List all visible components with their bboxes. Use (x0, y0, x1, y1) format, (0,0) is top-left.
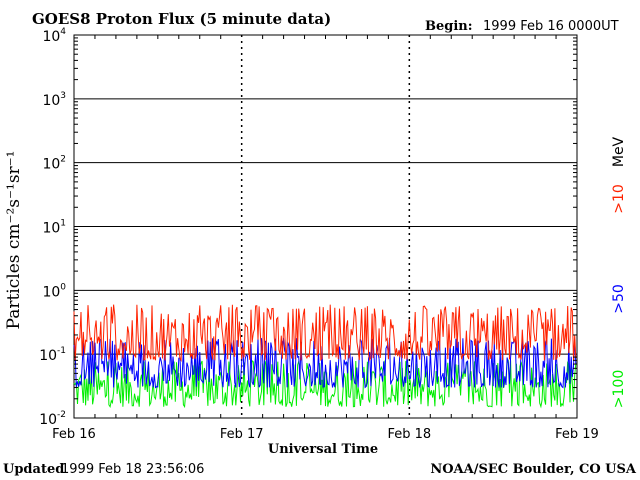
legend-series-2: >100 (611, 370, 627, 408)
x-tick-label: Feb 16 (52, 427, 96, 442)
y-tick-label: 10-1 (39, 346, 66, 364)
y-tick-label: 10-2 (39, 410, 66, 428)
updated-value: 1999 Feb 18 23:56:06 (61, 462, 204, 477)
x-tick-label: Feb 17 (220, 427, 264, 442)
x-axis-label: Universal Time (268, 442, 378, 457)
x-tick-label: Feb 19 (555, 427, 599, 442)
legend-unit-label: MeV (611, 136, 627, 167)
x-axis-ticks: Feb 16 Feb 17 Feb 18 Feb 19 (52, 35, 599, 442)
y-axis-ticks: 10-2 10-1 100 101 102 103 104 (39, 27, 577, 428)
y-axis-label: Particles cm⁻²s⁻¹sr⁻¹ (4, 151, 24, 330)
y-tick-label: 100 (42, 282, 66, 300)
credit-text: NOAA/SEC Boulder, CO USA (430, 462, 637, 477)
series-layer (73, 304, 577, 409)
chart-title: GOES8 Proton Flux (5 minute data) (32, 10, 331, 28)
begin-value: 1999 Feb 16 0000UT (483, 19, 619, 34)
y-tick-label: 104 (42, 27, 66, 45)
y-tick-label: 101 (42, 219, 66, 237)
y-tick-label: 103 (42, 91, 66, 109)
series-line-0 (73, 304, 577, 363)
x-tick-label: Feb 18 (387, 427, 431, 442)
updated-label: Updated (3, 462, 64, 477)
series-line-1 (73, 337, 577, 389)
legend-series-0: >10 (611, 184, 627, 214)
legend-series-1: >50 (611, 284, 627, 314)
y-tick-label: 102 (42, 155, 66, 173)
begin-label: Begin: (425, 19, 473, 34)
